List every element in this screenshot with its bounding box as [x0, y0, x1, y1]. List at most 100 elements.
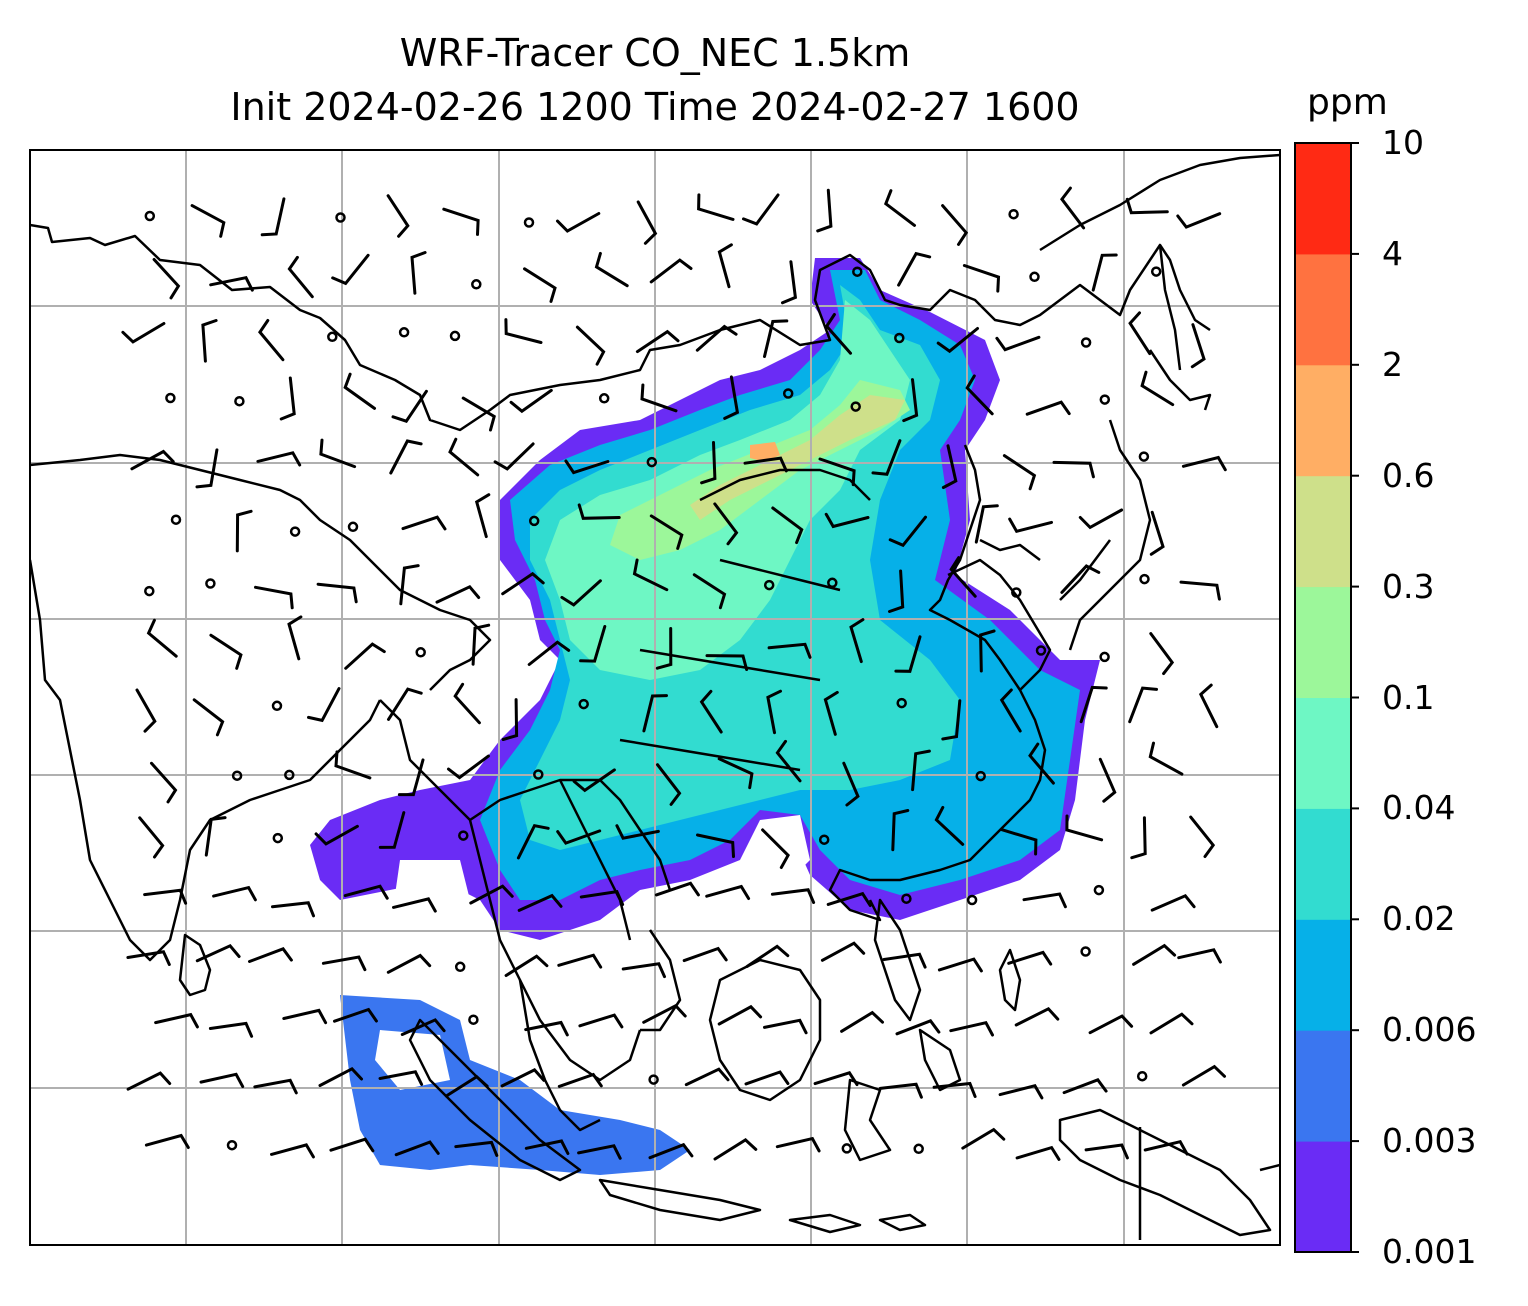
- wind-barb: [895, 1018, 941, 1036]
- colorbar-segment: [1295, 808, 1351, 920]
- wind-barb: [517, 893, 563, 912]
- wind-barb: [378, 811, 406, 849]
- wind-barb: [254, 585, 294, 610]
- wind-barb: [932, 1081, 977, 1098]
- wind-barb: [699, 689, 723, 734]
- wind-barb: [524, 1020, 569, 1037]
- wind-barb-calm: [165, 392, 176, 404]
- wind-barb: [965, 374, 994, 416]
- wind-barb: [126, 950, 171, 966]
- wind-barb: [763, 1018, 808, 1035]
- wind-barb: [682, 946, 728, 963]
- wind-barb: [1143, 1139, 1189, 1156]
- wind-barb-calm: [271, 700, 283, 712]
- co-level-6: [690, 395, 905, 520]
- wind-barb: [1065, 814, 1104, 842]
- wind-barb: [705, 654, 749, 671]
- colorbar-tick-label: 0.6: [1382, 455, 1435, 495]
- wind-barb: [152, 258, 181, 300]
- wind-barb: [1002, 454, 1037, 491]
- wind-barb-calm: [1080, 946, 1091, 957]
- wind-barb: [897, 251, 932, 287]
- wind-barb: [826, 891, 872, 907]
- wind-barb-calm: [975, 770, 986, 782]
- wind-barb: [287, 255, 314, 299]
- wind-barb: [1150, 893, 1196, 912]
- wind-barb: [949, 1020, 994, 1037]
- wind-barb: [500, 1068, 546, 1088]
- wind-barb-calm: [827, 577, 838, 589]
- wind-barb-calm: [1099, 651, 1110, 663]
- wind-barb-calm: [1008, 208, 1019, 220]
- wind-barb: [999, 688, 1022, 733]
- wind-barb-calm: [528, 515, 540, 527]
- wind-barb: [279, 376, 296, 421]
- wind-barb: [572, 768, 616, 793]
- wind-barb: [891, 809, 910, 852]
- colorbar-segment: [1295, 1141, 1351, 1253]
- wind-barb: [911, 749, 931, 792]
- wind-barb: [256, 451, 302, 467]
- wind-barb: [579, 625, 607, 663]
- wind-barb-calm: [598, 393, 610, 404]
- wind-barb-calm: [782, 388, 794, 399]
- wind-barb: [447, 754, 490, 780]
- wind-barb: [998, 1083, 1044, 1100]
- wind-barb-calm: [468, 1014, 479, 1025]
- wind-barb: [334, 750, 372, 780]
- wind-barb: [1084, 1143, 1129, 1160]
- wind-barb: [138, 816, 165, 859]
- wind-barb: [1190, 323, 1206, 369]
- colorbar-tick-label: 0.001: [1382, 1232, 1477, 1271]
- wind-barb-calm: [1011, 587, 1022, 598]
- wind-barb: [775, 739, 802, 783]
- wind-barb: [713, 502, 739, 546]
- wind-barb: [771, 506, 804, 545]
- wind-barb-calm: [170, 514, 182, 525]
- wind-barb: [400, 1018, 446, 1036]
- wind-barb: [770, 888, 816, 904]
- wind-barb: [744, 1070, 790, 1086]
- wind-barb: [1079, 685, 1108, 724]
- colorbar-tick-label: 10: [1382, 123, 1424, 162]
- wind-barb: [343, 372, 376, 410]
- wind-barb: [995, 335, 1041, 352]
- wind-barb: [391, 389, 428, 423]
- wind-barb-calm: [347, 521, 359, 533]
- wind-barb: [594, 251, 629, 288]
- wind-barb: [934, 805, 965, 846]
- colorbar-segment: [1295, 253, 1351, 366]
- wind-barb: [635, 329, 680, 354]
- wind-barb-calm: [533, 769, 544, 780]
- wind-barbs: [121, 186, 1227, 1161]
- wind-barb: [579, 890, 625, 906]
- wind-barb: [882, 952, 927, 969]
- wind-barb: [392, 897, 437, 913]
- wind-barb: [649, 514, 684, 550]
- wind-barb: [1007, 950, 1053, 966]
- colorbar-tick-label: 0.02: [1382, 899, 1456, 939]
- wind-barb-calm: [144, 210, 156, 222]
- wind-barb: [1098, 757, 1117, 803]
- wind-barb: [1149, 1012, 1194, 1035]
- wind-barb: [235, 509, 253, 553]
- wind-barb: [696, 833, 735, 858]
- wind-barb: [818, 457, 856, 487]
- wind-barb: [501, 571, 545, 596]
- wind-barb: [577, 1144, 622, 1160]
- wind-barb: [1177, 948, 1222, 964]
- wind-barb: [333, 1007, 378, 1023]
- wind-barb: [824, 313, 852, 355]
- wind-barb: [894, 635, 922, 673]
- wind-barb: [820, 941, 866, 962]
- wind-barb: [1179, 580, 1221, 601]
- wind-barb-calm: [144, 585, 155, 597]
- wind-barb: [1060, 564, 1101, 594]
- wind-barb: [1149, 632, 1175, 676]
- wind-barb: [471, 623, 491, 666]
- wind-barb: [937, 957, 983, 973]
- wind-barb-calm: [763, 579, 775, 591]
- wind-barb: [642, 694, 668, 733]
- wind-barb-calm: [578, 698, 589, 710]
- wind-barb-calm: [646, 456, 658, 468]
